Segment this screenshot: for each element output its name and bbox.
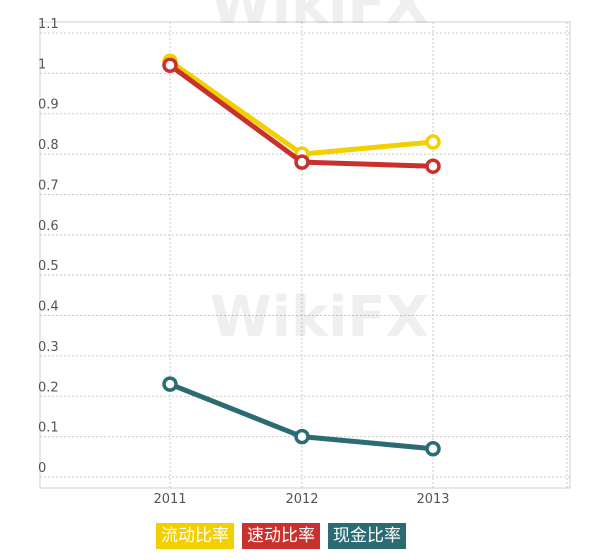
data-point bbox=[425, 134, 441, 150]
legend-item-cash-ratio[interactable]: 现金比率 bbox=[328, 523, 406, 549]
data-point bbox=[294, 428, 310, 445]
x-tick-label: 2013 bbox=[416, 492, 449, 507]
y-tick-label: 0.6 bbox=[38, 219, 59, 234]
y-tick-label: 0.1 bbox=[38, 421, 59, 436]
y-tick-label: 0.7 bbox=[38, 178, 59, 193]
watermark-logo-top: WikiFX bbox=[210, 0, 429, 37]
y-tick-label: 0 bbox=[38, 461, 46, 476]
y-tick-label: 1 bbox=[38, 57, 46, 72]
y-axis: 0 0.1 0.2 0.3 0.4 0.5 0.6 0.7 0.8 0.9 1 1.1 bbox=[38, 17, 59, 476]
watermark-logo: WikiFX bbox=[210, 285, 429, 350]
y-tick-label: 0.9 bbox=[38, 98, 59, 113]
y-tick-label: 0.5 bbox=[38, 259, 59, 274]
data-point bbox=[162, 57, 178, 74]
legend-item-current-ratio[interactable]: 流动比率 bbox=[156, 523, 234, 549]
plot-border bbox=[39, 21, 571, 489]
y-tick-label: 0.4 bbox=[38, 300, 59, 315]
x-tick-label: 2011 bbox=[153, 492, 186, 507]
data-point bbox=[425, 158, 441, 174]
x-tick-label: 2012 bbox=[285, 492, 318, 507]
series-group bbox=[162, 53, 441, 457]
series-2 bbox=[162, 57, 441, 174]
data-point bbox=[425, 440, 441, 457]
y-tick-label: 0.8 bbox=[38, 138, 59, 153]
data-point bbox=[162, 376, 178, 392]
y-tick-label: 0.3 bbox=[38, 340, 59, 355]
legend: 流动比率 速动比率 现金比率 bbox=[156, 523, 406, 549]
y-tick-label: 1.1 bbox=[38, 17, 59, 32]
y-tick-label: 0.2 bbox=[38, 380, 59, 395]
grid bbox=[39, 21, 571, 489]
series-3 bbox=[162, 376, 441, 457]
data-point bbox=[294, 154, 310, 170]
legend-item-quick-ratio[interactable]: 速动比率 bbox=[242, 523, 320, 549]
x-axis: 2011 2012 2013 bbox=[153, 492, 449, 507]
